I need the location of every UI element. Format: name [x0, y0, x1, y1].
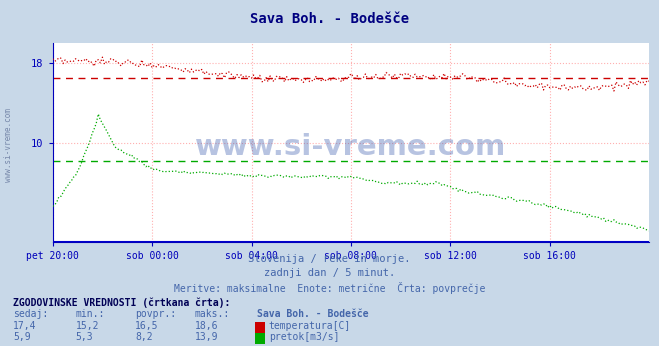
Text: Slovenija / reke in morje.: Slovenija / reke in morje. [248, 254, 411, 264]
Text: povpr.:: povpr.: [135, 309, 176, 319]
Text: temperatura[C]: temperatura[C] [269, 321, 351, 331]
Text: 5,3: 5,3 [76, 332, 94, 342]
Text: 5,9: 5,9 [13, 332, 31, 342]
Text: 17,4: 17,4 [13, 321, 37, 331]
Text: sedaj:: sedaj: [13, 309, 48, 319]
Text: 15,2: 15,2 [76, 321, 100, 331]
Text: 13,9: 13,9 [194, 332, 218, 342]
Text: min.:: min.: [76, 309, 105, 319]
Text: pretok[m3/s]: pretok[m3/s] [269, 332, 339, 342]
Text: Sava Boh. - Bodešče: Sava Boh. - Bodešče [257, 309, 368, 319]
Text: ZGODOVINSKE VREDNOSTI (črtkana črta):: ZGODOVINSKE VREDNOSTI (črtkana črta): [13, 298, 231, 308]
Text: Meritve: maksimalne  Enote: metrične  Črta: povprečje: Meritve: maksimalne Enote: metrične Črta… [174, 282, 485, 294]
Text: 8,2: 8,2 [135, 332, 153, 342]
Text: www.si-vreme.com: www.si-vreme.com [4, 108, 13, 182]
Text: zadnji dan / 5 minut.: zadnji dan / 5 minut. [264, 268, 395, 278]
Text: Sava Boh. - Bodešče: Sava Boh. - Bodešče [250, 12, 409, 26]
Text: 18,6: 18,6 [194, 321, 218, 331]
Text: www.si-vreme.com: www.si-vreme.com [195, 133, 507, 161]
Text: maks.:: maks.: [194, 309, 229, 319]
Text: 16,5: 16,5 [135, 321, 159, 331]
